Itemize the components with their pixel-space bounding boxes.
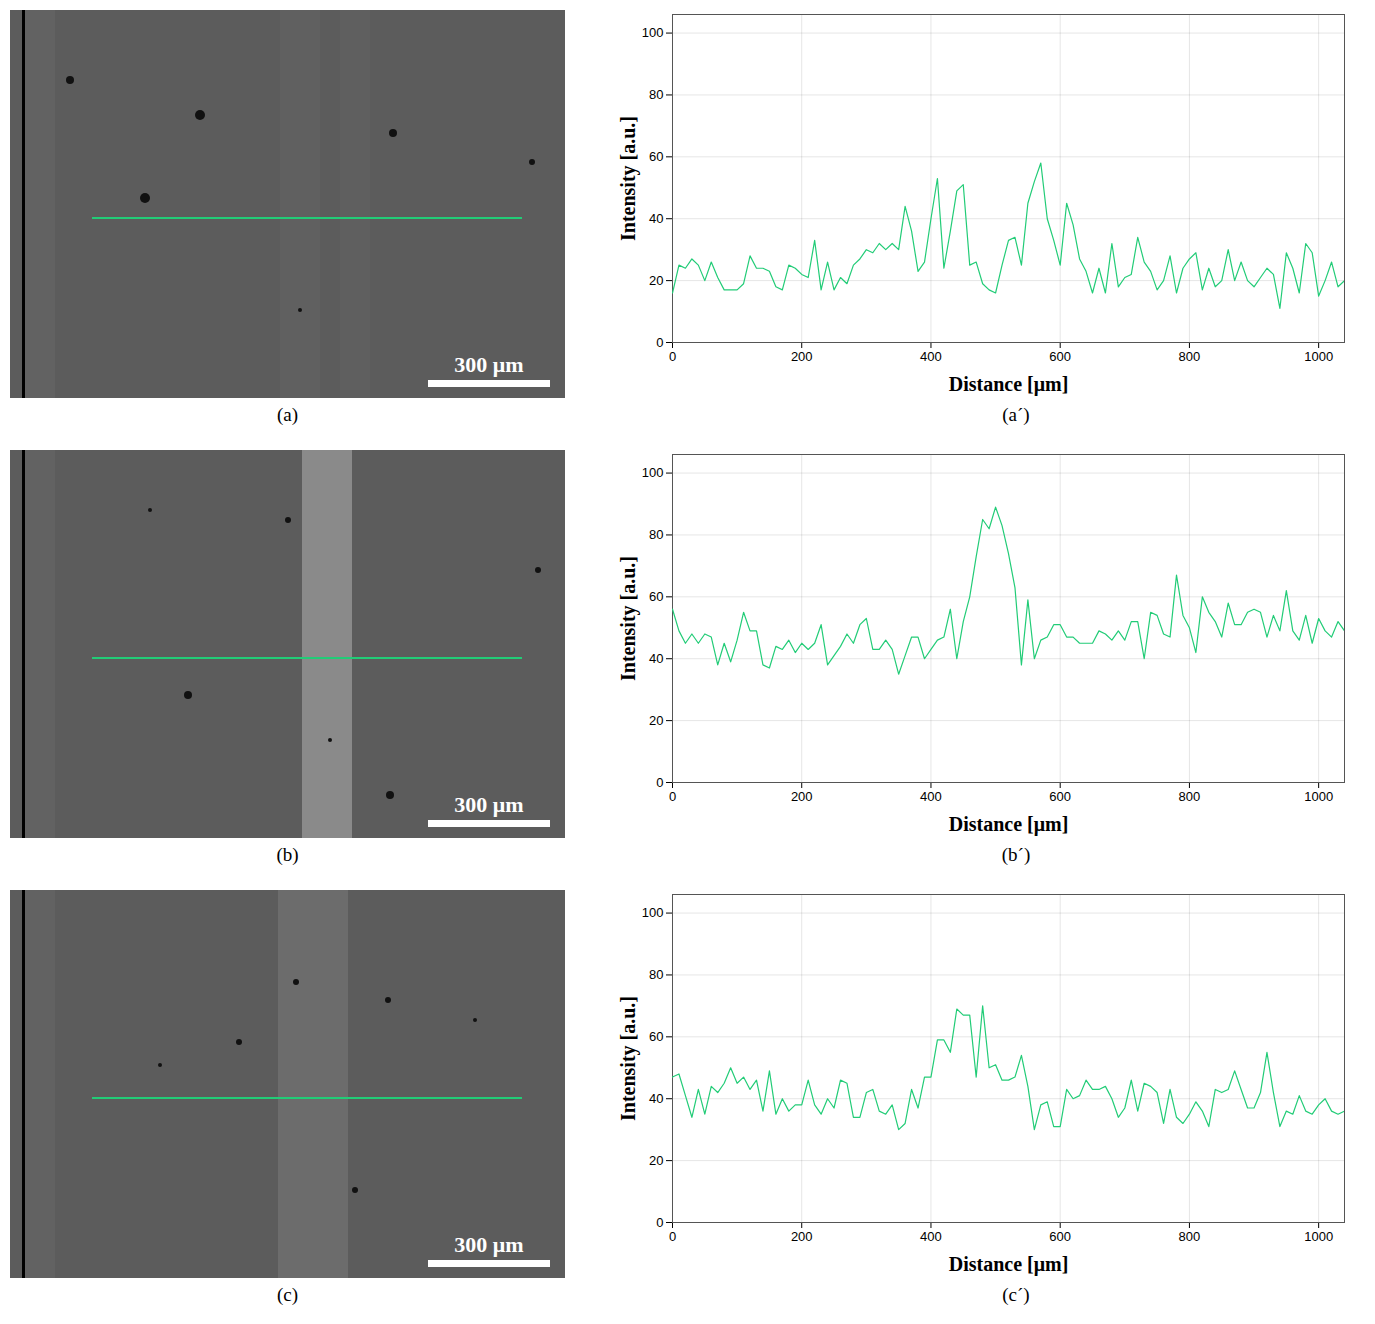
svg-text:80: 80 xyxy=(649,967,663,982)
svg-text:40: 40 xyxy=(649,1091,663,1106)
svg-text:60: 60 xyxy=(649,1029,663,1044)
svg-text:80: 80 xyxy=(649,87,663,102)
svg-text:0: 0 xyxy=(656,335,663,350)
svg-text:300 μm: 300 μm xyxy=(454,352,523,377)
svg-text:20: 20 xyxy=(649,713,663,728)
svg-text:200: 200 xyxy=(791,349,813,364)
svg-text:Distance [μm]: Distance [μm] xyxy=(949,813,1069,836)
svg-text:200: 200 xyxy=(791,789,813,804)
svg-text:0: 0 xyxy=(669,1229,676,1244)
html-text:(c): (c) xyxy=(277,1284,298,1305)
svg-text:800: 800 xyxy=(1179,1229,1201,1244)
svg-text:600: 600 xyxy=(1049,1229,1071,1244)
svg-text:1000: 1000 xyxy=(1304,349,1333,364)
svg-text:1000: 1000 xyxy=(1304,789,1333,804)
svg-text:0: 0 xyxy=(669,789,676,804)
svg-text:Distance [μm]: Distance [μm] xyxy=(949,1253,1069,1276)
html-text:(a): (a) xyxy=(277,404,298,425)
svg-text:80: 80 xyxy=(649,527,663,542)
svg-text:20: 20 xyxy=(649,273,663,288)
svg-text:60: 60 xyxy=(649,589,663,604)
svg-text:800: 800 xyxy=(1179,349,1201,364)
svg-text:Intensity [a.u.]: Intensity [a.u.] xyxy=(617,116,640,241)
svg-text:100: 100 xyxy=(642,905,664,920)
svg-text:Intensity [a.u.]: Intensity [a.u.] xyxy=(617,996,640,1121)
svg-text:20: 20 xyxy=(649,1153,663,1168)
svg-text:0: 0 xyxy=(669,349,676,364)
svg-text:200: 200 xyxy=(791,1229,813,1244)
svg-text:400: 400 xyxy=(920,1229,942,1244)
svg-text:Intensity [a.u.]: Intensity [a.u.] xyxy=(617,556,640,681)
svg-text:40: 40 xyxy=(649,211,663,226)
svg-text:400: 400 xyxy=(920,349,942,364)
svg-text:Distance [μm]: Distance [μm] xyxy=(949,373,1069,396)
svg-text:600: 600 xyxy=(1049,349,1071,364)
html-text:(a´): (a´) xyxy=(1002,404,1030,425)
svg-text:40: 40 xyxy=(649,651,663,666)
svg-text:800: 800 xyxy=(1179,789,1201,804)
html-text:(b): (b) xyxy=(276,844,299,865)
html-text:(b´): (b´) xyxy=(1001,844,1031,865)
svg-text:1000: 1000 xyxy=(1304,1229,1333,1244)
svg-text:60: 60 xyxy=(649,149,663,164)
svg-text:300 μm: 300 μm xyxy=(454,1232,523,1257)
svg-text:0: 0 xyxy=(656,775,663,790)
svg-text:600: 600 xyxy=(1049,789,1071,804)
svg-text:400: 400 xyxy=(920,789,942,804)
svg-text:100: 100 xyxy=(642,465,664,480)
svg-text:100: 100 xyxy=(642,25,664,40)
svg-text:300 μm: 300 μm xyxy=(454,792,523,817)
svg-text:0: 0 xyxy=(656,1215,663,1230)
html-text:(c´): (c´) xyxy=(1002,1284,1030,1305)
